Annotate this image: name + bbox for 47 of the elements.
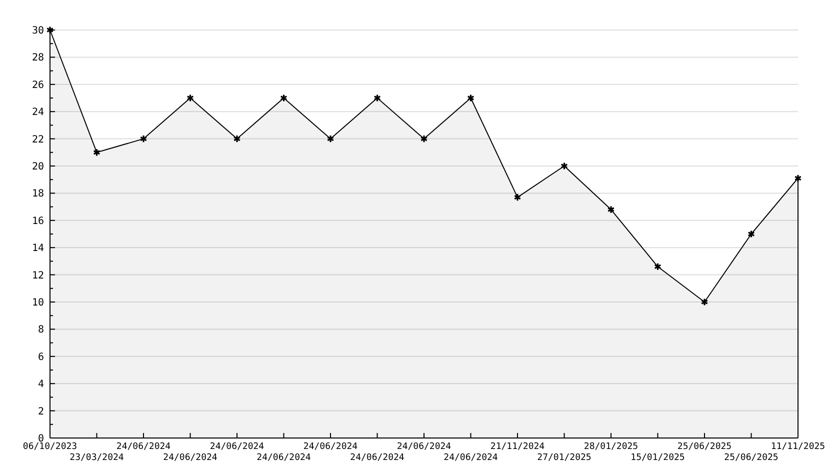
x-tick-label: 24/06/2024 (444, 453, 498, 463)
point (560, 162, 568, 170)
point (93, 148, 100, 156)
point (607, 205, 615, 214)
x-tick-label: 24/06/2024 (350, 453, 404, 463)
y-tick-label: 4 (38, 379, 44, 390)
point (140, 134, 148, 143)
x-tick-label: 24/06/2024 (210, 442, 264, 452)
point (374, 94, 381, 102)
y-tick-label: 26 (32, 80, 44, 91)
x-tick-label: 28/01/2025 (584, 442, 638, 452)
y-tick-label: 14 (32, 243, 44, 254)
y-tick-label: 6 (38, 352, 44, 363)
point (233, 134, 241, 143)
x-tick-label: 15/01/2025 (630, 453, 685, 463)
y-tick-label: 30 (32, 26, 44, 36)
y-tick-label: 18 (32, 188, 44, 200)
x-tick-label: 23/03/2024 (70, 453, 124, 463)
y-tick-label: 12 (32, 270, 44, 282)
x-tick-label: 24/06/2024 (396, 442, 452, 452)
x-tick-label: 06/10/2023 (22, 442, 78, 452)
y-tick-label: 16 (32, 216, 44, 227)
x-tick-label: 24/06/2024 (256, 453, 311, 463)
point (654, 262, 662, 271)
x-tick-label: 24/06/2024 (303, 442, 358, 452)
x-tick-label: 24/06/2024 (163, 453, 218, 463)
y-tick-label: 20 (32, 162, 44, 172)
y-tick-label: 8 (38, 324, 44, 336)
x-tick-label: 11/11/2025 (770, 442, 826, 452)
point (326, 134, 334, 143)
x-tick-label: 25/06/2025 (677, 442, 732, 452)
x-tick-label: 27/01/2025 (537, 453, 592, 463)
point (467, 94, 474, 102)
y-tick-label: 22 (32, 134, 44, 146)
x-tick-label: 21/11/2024 (490, 442, 545, 452)
point (186, 94, 194, 102)
point (700, 298, 708, 306)
point (280, 94, 288, 102)
x-tick-label: 24/06/2024 (116, 442, 171, 452)
y-tick-label: 28 (32, 52, 44, 64)
y-tick-label: 24 (32, 107, 44, 118)
x-tick-label: 25/06/2025 (724, 453, 778, 463)
point (514, 193, 522, 202)
y-tick-label: 10 (32, 298, 44, 308)
y-tick-label: 2 (38, 406, 44, 418)
point (748, 230, 755, 238)
point (420, 134, 428, 143)
